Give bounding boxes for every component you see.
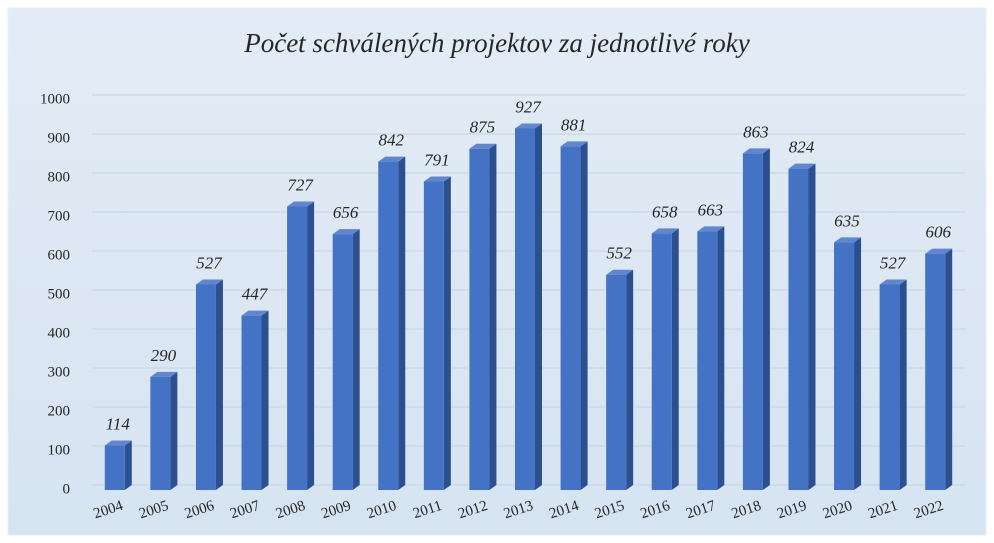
bar-side	[489, 143, 497, 490]
y-tick-label: 1000	[40, 91, 70, 107]
bar-top	[515, 123, 542, 129]
value-label: 527	[196, 253, 223, 272]
value-label: 606	[925, 223, 951, 242]
bar	[697, 231, 718, 490]
bar	[560, 146, 581, 490]
y-tick-label: 300	[48, 364, 71, 380]
bar	[788, 168, 809, 490]
bar	[423, 181, 444, 490]
y-tick-label: 500	[48, 286, 71, 302]
value-label: 927	[515, 97, 542, 116]
bar-side	[352, 229, 360, 490]
bar-side	[717, 226, 725, 490]
bar-top	[879, 279, 907, 285]
value-label: 114	[106, 414, 131, 433]
bar-side	[626, 269, 634, 490]
bar-side	[535, 123, 542, 490]
value-label: 527	[880, 253, 907, 272]
value-label: 842	[379, 131, 405, 150]
value-label: 658	[652, 202, 678, 221]
chart-title: Počet schválených projektov za jednotliv…	[243, 28, 750, 58]
value-label: 791	[424, 150, 450, 169]
bar-side	[945, 248, 953, 490]
y-tick-label: 600	[48, 247, 71, 263]
bar-side	[808, 163, 816, 490]
bar-side	[762, 148, 770, 490]
bar-side	[671, 228, 679, 490]
bar	[606, 274, 627, 490]
bar-side	[398, 156, 406, 490]
bar-side	[261, 310, 269, 490]
bar-side	[215, 279, 223, 490]
bar	[742, 153, 763, 490]
value-label: 656	[333, 203, 359, 222]
bar	[834, 242, 855, 490]
value-label: 663	[698, 200, 724, 219]
bar	[241, 315, 262, 490]
bar-top	[104, 440, 132, 446]
bar-top	[788, 163, 816, 169]
value-label: 824	[789, 138, 815, 157]
value-label: 290	[151, 346, 177, 365]
bar-side	[170, 371, 178, 490]
bar-top	[287, 201, 315, 207]
value-label: 863	[743, 122, 769, 141]
bar	[378, 161, 399, 490]
bar-side	[580, 141, 588, 490]
bar-side	[443, 176, 451, 490]
bar	[469, 148, 490, 490]
y-tick-label: 800	[48, 169, 71, 185]
bar-side	[899, 279, 907, 490]
bar-top	[195, 279, 223, 285]
y-tick-label: 400	[48, 325, 71, 341]
bar-top	[697, 226, 725, 232]
bar-side	[307, 201, 315, 490]
bar-top	[469, 143, 497, 149]
value-label: 447	[242, 285, 269, 304]
bar-top	[241, 310, 269, 316]
value-label: 875	[470, 118, 496, 137]
bar	[925, 253, 946, 490]
value-label: 635	[834, 211, 860, 230]
bar-top	[423, 176, 451, 182]
bar	[515, 128, 535, 490]
bar-side	[124, 440, 132, 490]
bar-top	[150, 371, 178, 377]
bar-top	[332, 229, 360, 235]
y-tick-label: 100	[48, 442, 71, 458]
bar	[287, 206, 308, 490]
bar	[879, 284, 900, 490]
y-tick-label: 900	[48, 130, 71, 146]
bar-side	[854, 237, 862, 490]
y-tick-label: 700	[48, 208, 71, 224]
bar	[195, 284, 216, 490]
bar-top	[742, 148, 770, 154]
bar-top	[560, 141, 588, 147]
value-label: 727	[287, 175, 314, 194]
bar-top	[925, 248, 953, 254]
y-tick-label: 0	[63, 481, 71, 497]
bar	[104, 445, 125, 490]
value-label: 881	[561, 115, 587, 134]
bar-top	[651, 228, 679, 234]
value-label: 552	[606, 244, 632, 263]
bar	[651, 233, 672, 490]
bar	[332, 234, 353, 490]
bar-top	[834, 237, 862, 243]
bar-top	[606, 269, 634, 275]
bar	[150, 376, 171, 490]
y-tick-label: 200	[48, 403, 71, 419]
bar-top	[378, 156, 406, 162]
